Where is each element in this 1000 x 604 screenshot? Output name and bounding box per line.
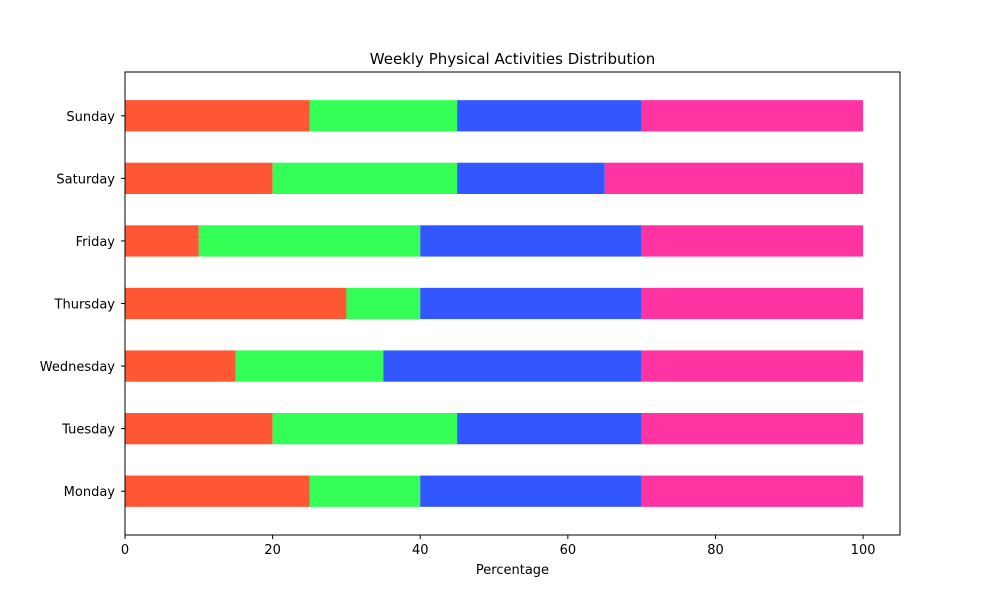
y-tick-label-friday: Friday bbox=[76, 235, 116, 250]
bar-segment-friday-4 bbox=[641, 225, 864, 257]
bars-layer bbox=[125, 100, 864, 507]
x-tick-label-0: 0 bbox=[121, 543, 129, 558]
bar-segment-saturday-2 bbox=[272, 162, 458, 195]
bar-segment-wednesday-1 bbox=[125, 350, 236, 382]
bar-segment-thursday-1 bbox=[125, 287, 347, 320]
x-tick-label-100: 100 bbox=[851, 543, 876, 558]
bar-segment-tuesday-1 bbox=[125, 412, 273, 445]
bar-segment-sunday-2 bbox=[309, 100, 458, 132]
bar-segment-monday-1 bbox=[125, 475, 310, 507]
y-tick-label-tuesday: Tuesday bbox=[61, 423, 115, 438]
x-tick-label-20: 20 bbox=[264, 543, 281, 558]
bar-segment-sunday-4 bbox=[641, 100, 864, 132]
x-axis-label: Percentage bbox=[476, 563, 549, 578]
bar-segment-saturday-4 bbox=[604, 162, 864, 195]
bar-segment-sunday-3 bbox=[457, 100, 642, 132]
x-tick-label-60: 60 bbox=[560, 543, 577, 558]
bar-segment-thursday-2 bbox=[346, 287, 421, 320]
x-axis: 0 20 40 60 80 100 bbox=[121, 535, 876, 558]
bar-segment-saturday-1 bbox=[125, 162, 273, 195]
bar-segment-friday-2 bbox=[198, 225, 421, 257]
x-tick-label-80: 80 bbox=[707, 543, 724, 558]
y-axis: Monday Tuesday Wednesday Thursday Friday Satu… bbox=[40, 110, 125, 500]
y-tick-label-wednesday: Wednesday bbox=[40, 360, 116, 375]
bar-segment-wednesday-4 bbox=[641, 350, 864, 382]
bar-segment-sunday-1 bbox=[125, 100, 310, 132]
y-tick-label-thursday: Thursday bbox=[54, 298, 116, 313]
bar-segment-wednesday-2 bbox=[235, 350, 384, 382]
bar-segment-friday-3 bbox=[420, 225, 642, 257]
y-tick-label-sunday: Sunday bbox=[66, 110, 115, 125]
x-tick-label-40: 40 bbox=[412, 543, 429, 558]
bar-segment-thursday-3 bbox=[420, 287, 642, 320]
bar-segment-tuesday-3 bbox=[457, 412, 642, 445]
bar-segment-monday-4 bbox=[641, 475, 864, 507]
bar-segment-friday-1 bbox=[125, 225, 199, 257]
bar-segment-monday-2 bbox=[309, 475, 421, 507]
bar-segment-monday-3 bbox=[420, 475, 642, 507]
bar-segment-thursday-4 bbox=[641, 287, 864, 320]
bar-segment-wednesday-3 bbox=[383, 350, 642, 382]
bar-segment-saturday-3 bbox=[457, 162, 605, 195]
chart-title: Weekly Physical Activities Distribution bbox=[370, 50, 655, 68]
bar-segment-tuesday-2 bbox=[272, 412, 458, 445]
bar-segment-tuesday-4 bbox=[641, 412, 864, 445]
y-tick-label-saturday: Saturday bbox=[56, 172, 115, 187]
y-tick-label-monday: Monday bbox=[64, 485, 116, 500]
